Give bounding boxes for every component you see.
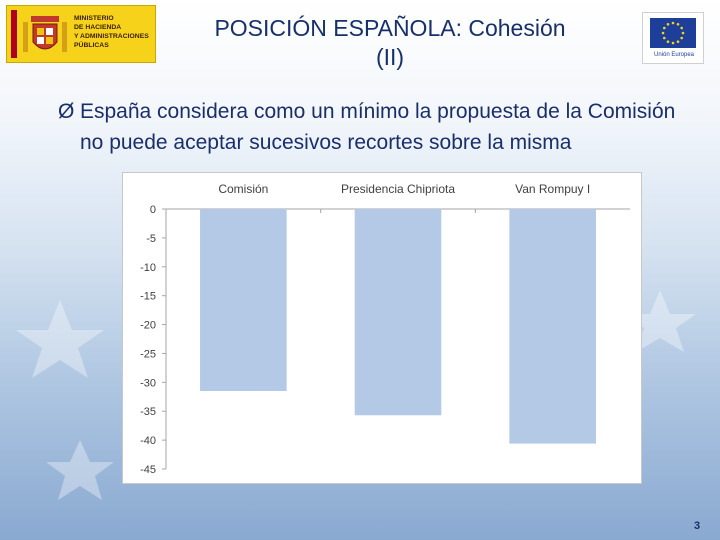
y-tick-label: -10 [140,262,156,274]
y-tick-label: -25 [140,348,156,360]
y-tick-label: 0 [150,204,156,216]
x-category-label: Comisión [218,182,268,196]
eu-flag-icon [650,18,696,48]
bar [354,209,442,416]
coat-of-arms-icon [23,16,67,52]
slide-title-line-2: (II) [375,44,405,70]
y-tick-label: -35 [140,406,156,418]
ministry-line-3: Y ADMINISTRACIONES [74,33,149,40]
y-tick-label: -5 [146,233,156,245]
y-tick-label: -40 [140,435,156,447]
eu-caption: Unión Europea [653,52,695,58]
page-number: 3 [694,520,701,532]
slide-title: POSICIÓN ESPAÑOLA: Cohesión (II) [165,14,615,72]
bar-chart-canvas: 0 -5 -10 -15 -20 -25 -30 -35 -40 -45 Comisión Presi… [140,182,630,476]
ministry-logo: MINISTERIO DE HACIENDA Y ADMINISTRACIONE… [6,5,156,63]
x-category-label: Presidencia Chipriota [341,182,455,196]
slide-title-line-1: POSICIÓN ESPAÑOLA: Cohesión [214,15,566,41]
ministry-line-1: MINISTERIO [74,15,114,22]
bullet-arrow-icon: Ø [58,100,75,123]
bar [509,209,596,444]
bar-chart: 0 -5 -10 -15 -20 -25 -30 -35 -40 -45 Comisión Presi… [122,172,642,484]
ministry-line-2: DE HACIENDA [74,24,122,31]
bar [200,209,287,391]
ministry-line-4: PÚBLICAS [74,42,109,49]
x-category-label: Van Rompuy I [515,182,590,196]
y-tick-label: -15 [140,291,156,303]
y-tick-label: -30 [140,377,156,389]
bullet-text: España considera como un mínimo la propu… [80,100,676,154]
y-tick-label: -45 [140,464,156,476]
y-tick-label: -20 [140,320,156,332]
eu-logo: Unión Europea [642,12,704,64]
ministry-name: MINISTERIO DE HACIENDA Y ADMINISTRACIONE… [74,14,156,50]
flag-stripe [11,10,17,58]
